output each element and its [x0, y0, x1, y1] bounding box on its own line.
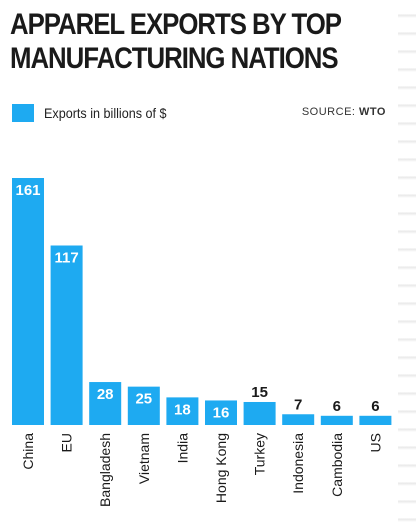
source-name: WTO [359, 106, 386, 118]
chart-title-line-2: MANUFACTURING NATIONS [10, 42, 339, 75]
category-label-turkey: Turkey [252, 433, 268, 475]
bar-label-bangladesh: 28 [97, 386, 114, 403]
category-label-cambodia: Cambodia [329, 433, 345, 497]
bar-hong-kong [205, 400, 237, 425]
category-label-indonesia: Indonesia [290, 433, 306, 494]
bar-cambodia [320, 415, 353, 425]
bar-label-indonesia: 7 [294, 396, 302, 413]
bar-bangladesh [89, 382, 122, 425]
bar-turkey [243, 401, 276, 425]
bar-vietnam [127, 386, 160, 425]
category-label-bangladesh: Bangladesh [97, 433, 113, 507]
legend: Exports in billions of $ [12, 104, 180, 122]
bar-label-us: 6 [371, 398, 379, 415]
bar-label-turkey: 15 [251, 384, 268, 401]
chart-title: APPAREL EXPORTS BY TOP MANUFACTURING NAT… [10, 8, 345, 76]
category-label-china: China [20, 433, 36, 470]
legend-label: Exports in billions of $ [44, 105, 167, 121]
bar-eu [50, 245, 83, 425]
bar-indonesia [282, 414, 315, 425]
legend-swatch [12, 104, 34, 122]
category-label-vietnam: Vietnam [136, 433, 152, 484]
source-prefix: SOURCE: [301, 106, 356, 118]
category-label-eu: EU [59, 433, 75, 452]
bar-india [166, 397, 199, 425]
category-label-india: India [174, 433, 190, 464]
bar-label-cambodia: 6 [333, 398, 341, 415]
bar-label-vietnam: 25 [135, 391, 152, 408]
bar-label-india: 18 [174, 401, 191, 418]
bar-china [12, 178, 44, 425]
bar-label-china: 161 [15, 182, 40, 199]
chart-title-line-1: APPAREL EXPORTS BY TOP [10, 8, 342, 41]
bar-label-eu: 117 [54, 250, 78, 267]
bar-label-hong-kong: 16 [213, 404, 230, 421]
category-label-us: US [367, 433, 383, 452]
category-label-hong-kong: Hong Kong [213, 433, 229, 503]
page-edge-strip [398, 0, 416, 522]
bar-us [359, 415, 392, 425]
source-credit: SOURCE: WTO [302, 106, 386, 118]
